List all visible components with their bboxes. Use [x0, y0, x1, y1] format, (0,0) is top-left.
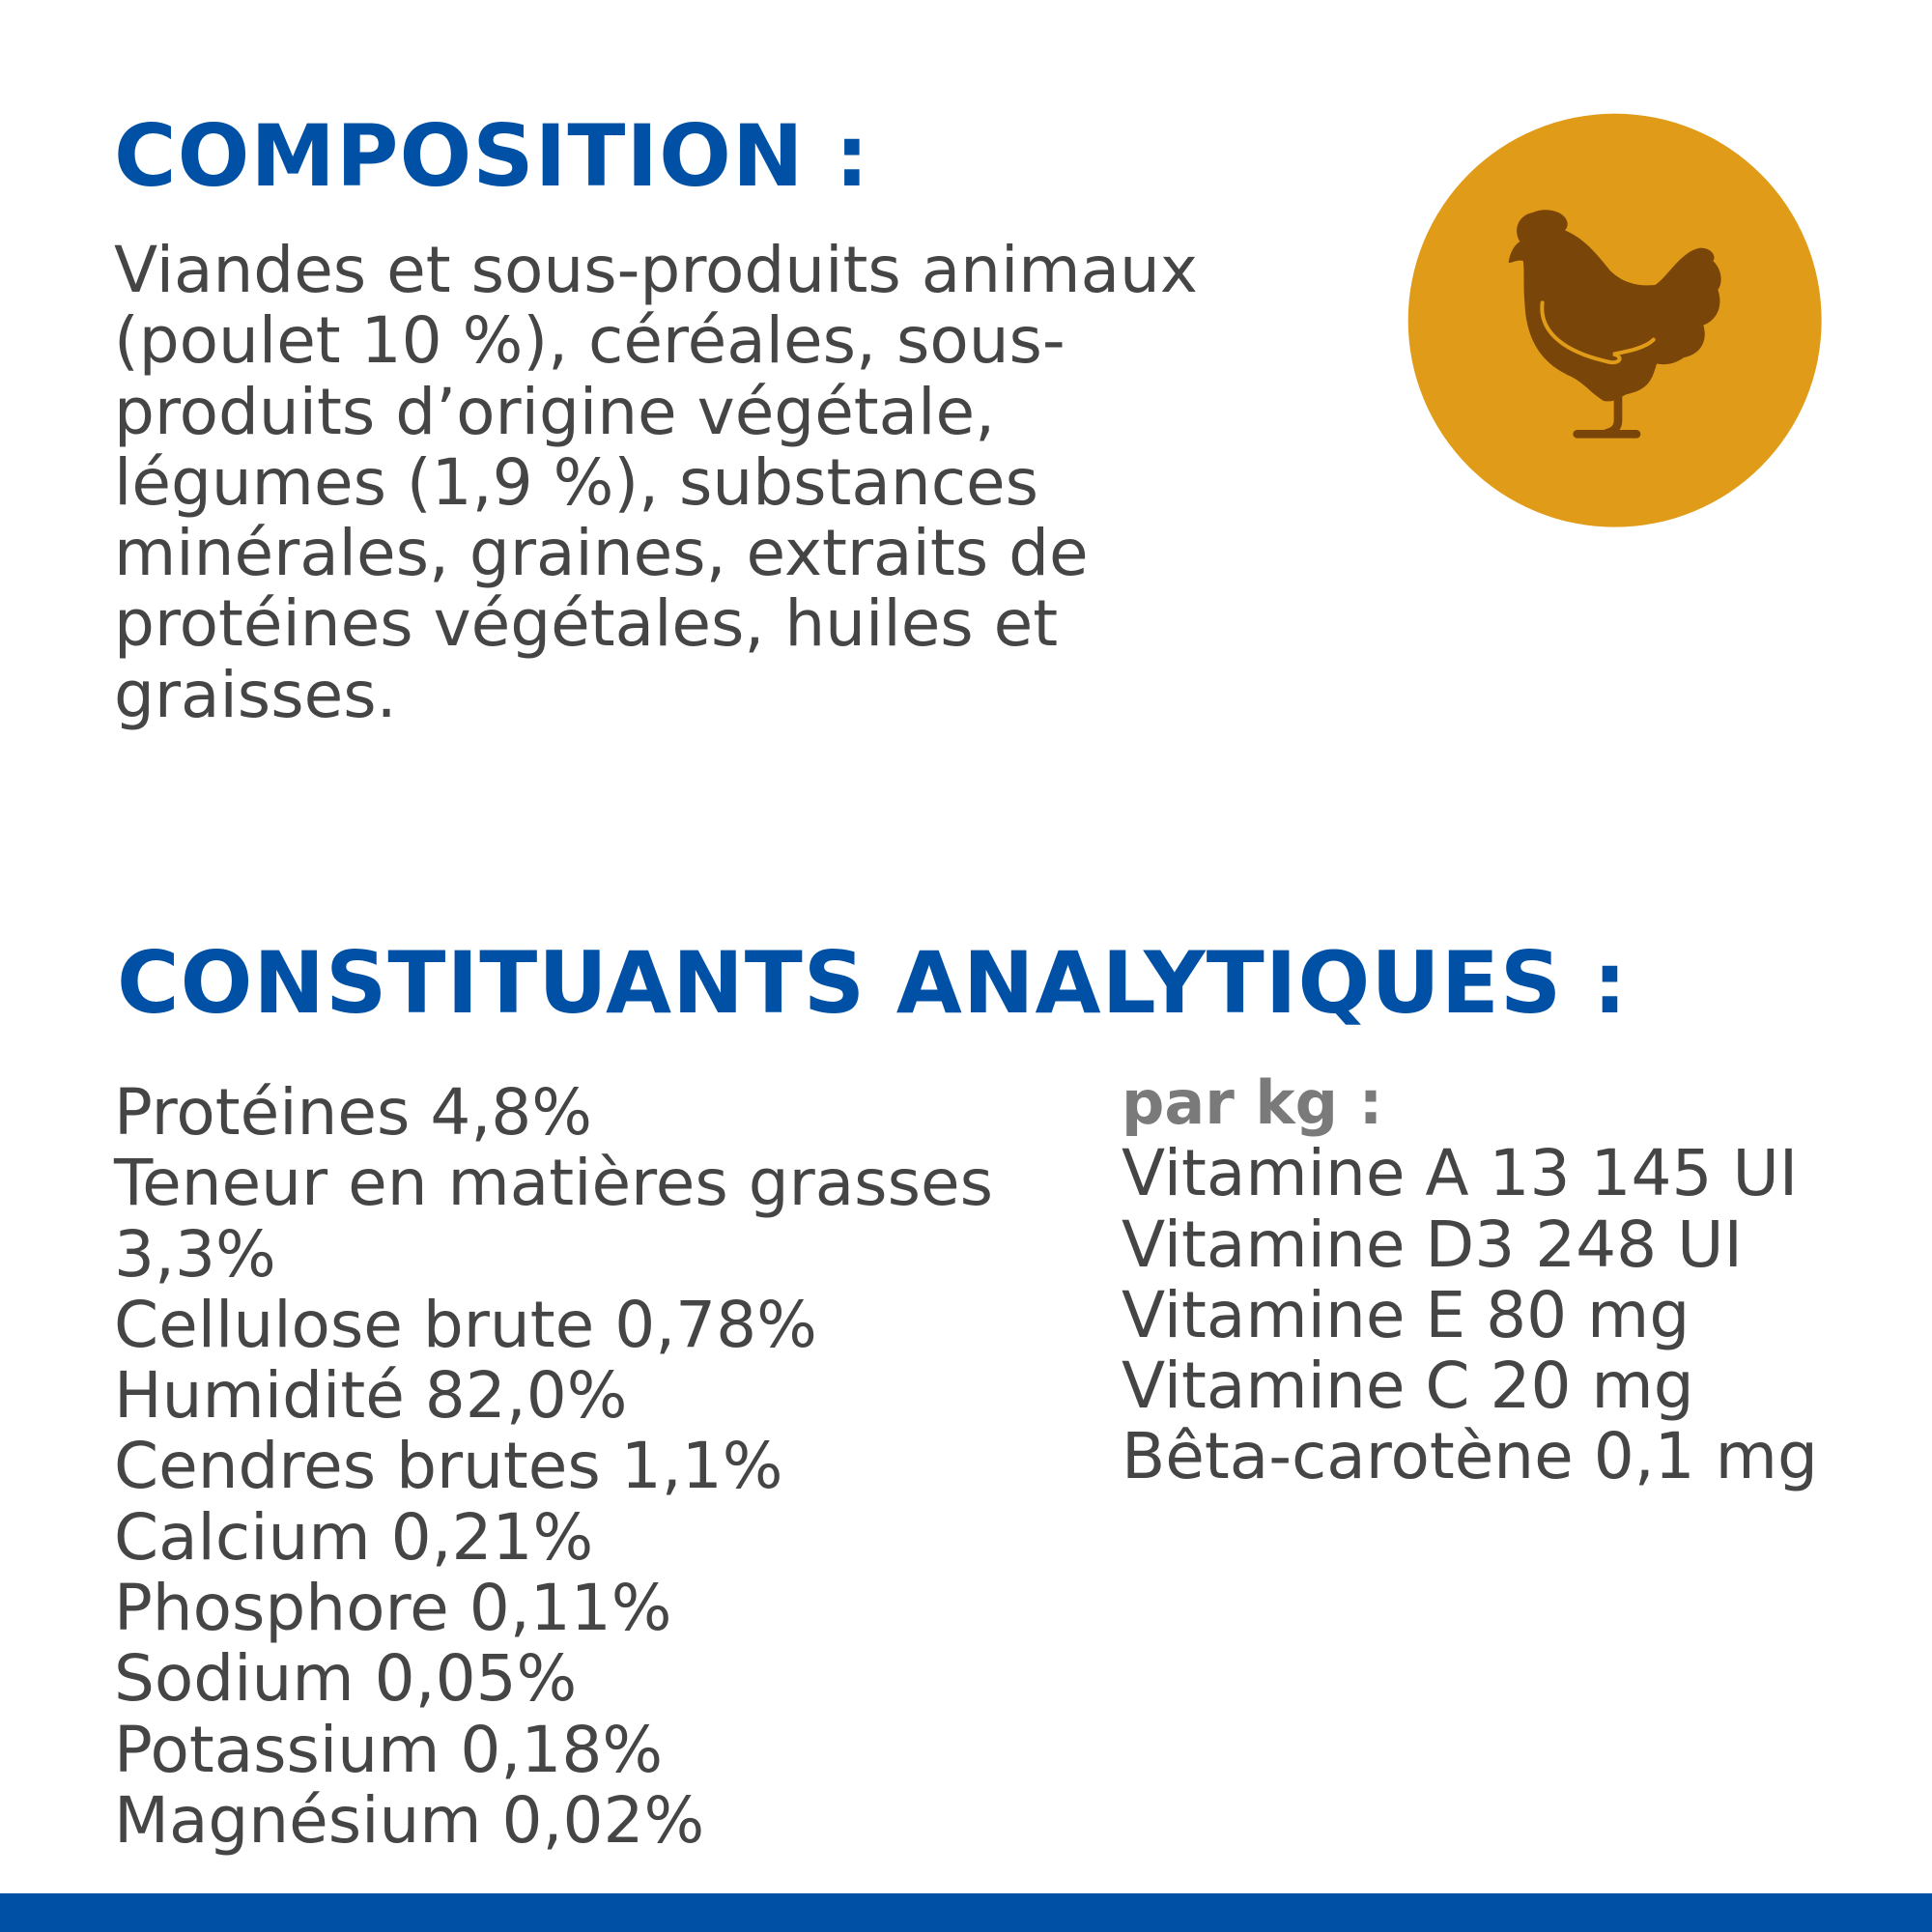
- per-kg-label: par kg :: [1122, 1067, 1383, 1138]
- list-item: Potassium 0,18%: [114, 1712, 664, 1787]
- list-item: Teneur en matières grasses 3,3%: [114, 1146, 993, 1292]
- list-item: Protéines 4,8%: [114, 1075, 592, 1150]
- list-item: Phosphore 0,11%: [114, 1571, 672, 1646]
- chicken-foot: [1573, 430, 1641, 439]
- list-item: Vitamine D3 248 UI: [1122, 1207, 1743, 1282]
- list-item: Humidité 82,0%: [114, 1358, 628, 1434]
- list-item: Calcium 0,21%: [114, 1499, 594, 1575]
- per-kg-list: par kg : Vitamine A 13 145 UI Vitamine D…: [1122, 1067, 1914, 1492]
- analytical-title: CONSTITUANTS ANALYTIQUES :: [117, 933, 1629, 1033]
- list-item: Vitamine A 13 145 UI: [1122, 1136, 1799, 1211]
- composition-text: Viandes et sous-produits animaux (poulet…: [114, 233, 1198, 732]
- composition-title: COMPOSITION :: [114, 106, 870, 206]
- bottom-bar: [0, 1893, 1932, 1932]
- list-item: Magnésium 0,02%: [114, 1782, 705, 1858]
- list-item: Cendres brutes 1,1%: [114, 1429, 783, 1504]
- chicken-icon: [1407, 113, 1822, 527]
- chicken-wing: [1540, 300, 1656, 365]
- list-item: Bêta-carotène 0,1 mg: [1122, 1419, 1818, 1494]
- list-item: Vitamine E 80 mg: [1122, 1277, 1690, 1352]
- list-item: Sodium 0,05%: [114, 1641, 578, 1717]
- list-item: Cellulose brute 0,78%: [114, 1287, 817, 1362]
- chicken-body: [1508, 210, 1721, 402]
- list-item: Vitamine C 20 mg: [1122, 1349, 1694, 1424]
- analytical-list: Protéines 4,8% Teneur en matières grasse…: [114, 1075, 1041, 1858]
